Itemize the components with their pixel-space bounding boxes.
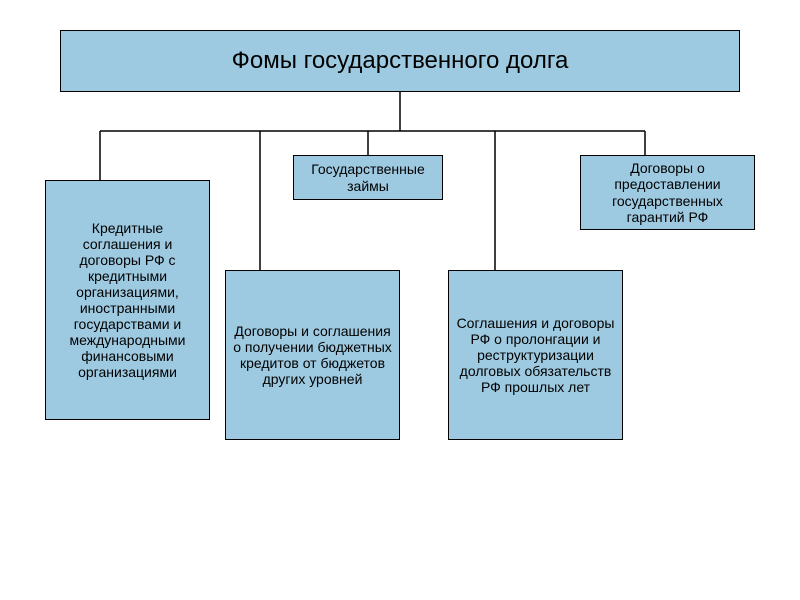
node-n1-label: Кредитные соглашения и договоры РФ с кре… [52, 220, 203, 381]
node-n3-label: Государственные займы [300, 161, 436, 193]
node-n5: Договоры о предоставлении государственны… [580, 155, 755, 230]
node-n2-label: Договоры и соглашения о получении бюджет… [232, 323, 393, 387]
node-n3: Государственные займы [293, 155, 443, 200]
node-n1: Кредитные соглашения и договоры РФ с кре… [45, 180, 210, 420]
node-n4: Соглашения и договоры РФ о пролонгации и… [448, 270, 623, 440]
node-root: Фомы государственного долга [60, 30, 740, 92]
node-n5-label: Договоры о предоставлении государственны… [587, 160, 748, 224]
node-n4-label: Соглашения и договоры РФ о пролонгации и… [455, 315, 616, 395]
node-n2: Договоры и соглашения о получении бюджет… [225, 270, 400, 440]
node-root-label: Фомы государственного долга [232, 47, 569, 75]
